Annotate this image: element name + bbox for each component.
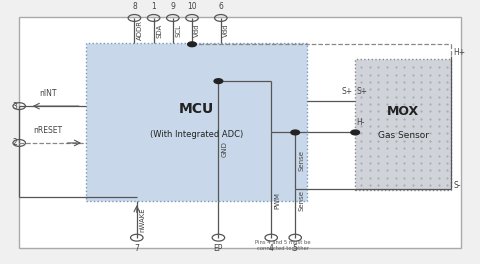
- Text: Sense: Sense: [298, 190, 304, 211]
- Text: (With Integrated ADC): (With Integrated ADC): [150, 130, 243, 139]
- Text: S-: S-: [454, 181, 461, 190]
- Text: SDA: SDA: [156, 23, 162, 37]
- Text: H+: H+: [454, 48, 466, 57]
- Bar: [86, 43, 307, 201]
- Text: 7: 7: [134, 244, 139, 253]
- Text: MCU: MCU: [179, 102, 215, 116]
- Text: 3: 3: [12, 102, 17, 111]
- Text: 4: 4: [269, 244, 274, 253]
- Circle shape: [291, 130, 300, 135]
- Circle shape: [188, 42, 196, 47]
- Text: 8: 8: [132, 2, 137, 11]
- Text: H-: H-: [356, 118, 365, 127]
- Text: 5: 5: [293, 244, 298, 253]
- Bar: [19, 17, 461, 248]
- Text: PWM: PWM: [274, 192, 280, 209]
- Text: 2: 2: [12, 138, 17, 148]
- Text: Gas Sensor: Gas Sensor: [378, 131, 429, 140]
- Text: Vdd: Vdd: [223, 24, 229, 37]
- Text: 10: 10: [187, 2, 197, 11]
- Text: nINT: nINT: [39, 89, 57, 98]
- Text: nRESET: nRESET: [34, 126, 62, 135]
- Text: S+: S+: [356, 87, 367, 96]
- Text: GND: GND: [221, 141, 228, 157]
- Bar: [355, 59, 451, 190]
- Text: 6: 6: [218, 2, 223, 11]
- Circle shape: [351, 130, 360, 135]
- Text: SCL: SCL: [175, 24, 181, 37]
- Text: 9: 9: [170, 2, 175, 11]
- Text: 1: 1: [151, 2, 156, 11]
- Text: ADDR: ADDR: [137, 21, 143, 40]
- Circle shape: [214, 79, 223, 83]
- Text: Pins 4 and 5 must be
connected together: Pins 4 and 5 must be connected together: [255, 240, 311, 251]
- Text: Sense: Sense: [298, 150, 304, 171]
- Text: Vdd: Vdd: [194, 24, 201, 37]
- Text: MOX: MOX: [387, 105, 419, 118]
- Text: S+: S+: [342, 87, 353, 96]
- Text: EP: EP: [214, 244, 223, 253]
- Text: nWAKE: nWAKE: [140, 207, 145, 232]
